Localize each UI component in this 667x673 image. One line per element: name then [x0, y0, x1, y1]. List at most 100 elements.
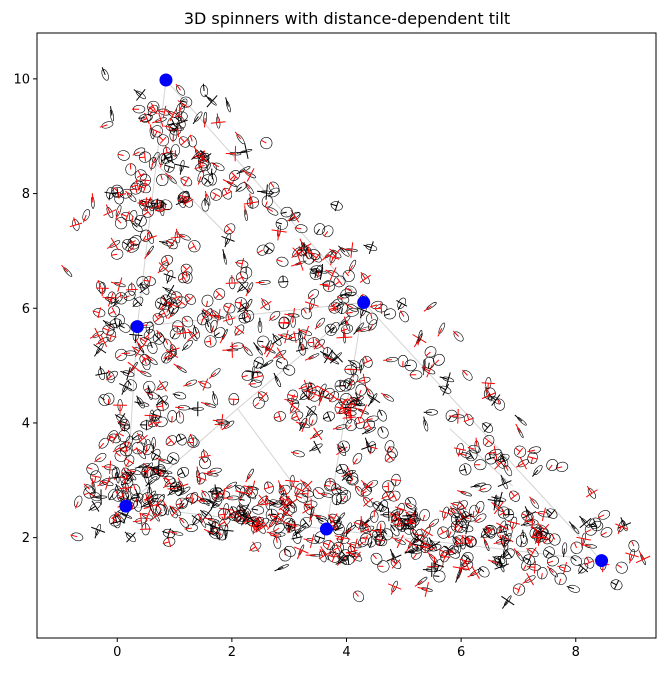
spinner-disc — [241, 309, 255, 323]
spinner-axis — [239, 498, 245, 501]
spinner — [446, 546, 459, 555]
spinner-crossbar — [396, 300, 408, 307]
spinner-axis — [145, 445, 148, 454]
spinner — [547, 555, 559, 567]
spinner-axis — [252, 521, 260, 527]
spinner-axis — [203, 517, 214, 521]
spinner-crossbar — [329, 392, 339, 401]
spinner-crossbar — [336, 446, 348, 456]
spinner-axis — [361, 429, 371, 435]
spinner-axis — [341, 398, 347, 404]
spinner-disc — [445, 409, 458, 422]
spinner-axis — [264, 248, 270, 254]
spinner — [497, 474, 512, 490]
spinner — [382, 480, 395, 493]
spinner-axis — [70, 534, 78, 538]
spinner-crossbar — [166, 528, 172, 539]
spinner — [546, 459, 559, 471]
network-edge — [237, 302, 365, 409]
spinner-crossbar — [386, 554, 402, 562]
spinner-axis — [212, 419, 222, 422]
spinner-crossbar — [497, 480, 512, 488]
spinner — [156, 173, 169, 186]
spinner-crossbar — [183, 176, 190, 187]
spinner — [464, 535, 477, 547]
spinner-disc — [246, 196, 260, 209]
spinner — [117, 430, 130, 443]
spinner-crossbar — [350, 242, 354, 258]
spinner-axis — [283, 367, 290, 371]
spinner-crossbar — [180, 138, 189, 146]
spinner-axis — [497, 398, 501, 405]
spinner-axis — [202, 448, 206, 457]
spinner — [312, 487, 325, 500]
spinner-crossbar — [94, 327, 102, 341]
spinner-crossbar — [139, 285, 150, 294]
spinner-crossbar — [225, 282, 239, 284]
spinner-axis — [357, 416, 361, 424]
spinner-axis — [303, 538, 313, 542]
spinner — [162, 284, 176, 298]
spinner-disc — [201, 174, 214, 187]
spinner-axis — [155, 399, 163, 406]
spinner — [133, 88, 146, 101]
spinner-axis — [171, 416, 173, 423]
spinner-axis — [331, 550, 337, 556]
spinner — [377, 560, 390, 573]
spinner-axis — [470, 484, 480, 488]
spinner-axis — [638, 550, 644, 560]
spinner-crossbar — [507, 520, 521, 525]
spinner — [543, 546, 555, 559]
spinner-axis — [370, 313, 373, 319]
spinner — [397, 355, 409, 368]
spinner-axis — [216, 113, 219, 123]
spinner — [245, 468, 254, 483]
spinner-crossbar — [187, 331, 200, 341]
spinner-axis — [138, 185, 146, 189]
spinner-crossbar — [195, 476, 207, 481]
spinner-axis — [278, 334, 287, 338]
spinner — [139, 174, 151, 187]
spinner-axis — [184, 195, 189, 203]
spinner-axis — [116, 467, 119, 478]
spinner — [532, 465, 543, 477]
spinner — [366, 312, 378, 325]
spinner — [308, 413, 318, 427]
spinner — [404, 538, 419, 552]
spinner — [439, 372, 455, 387]
spinner — [349, 392, 364, 407]
spinner — [309, 506, 315, 523]
spinner — [414, 576, 428, 587]
spinner-axis — [241, 344, 249, 352]
spinner-axis — [131, 346, 140, 352]
spinner-axis — [388, 495, 395, 500]
spinner-axis — [155, 421, 162, 424]
spinner — [260, 297, 272, 311]
spinner — [276, 256, 289, 267]
spinner — [446, 525, 456, 539]
spinner-crossbar — [234, 512, 244, 520]
spinner-axis — [254, 402, 260, 407]
spinner — [311, 514, 327, 520]
spinner — [219, 328, 228, 344]
spinner-crossbar — [212, 192, 221, 198]
spinner-disc — [337, 440, 350, 453]
spinner-axis — [511, 522, 515, 531]
spinner — [380, 507, 395, 522]
spinner-axis — [224, 530, 227, 540]
spinner-axis — [255, 362, 260, 369]
spinner-disc — [360, 533, 373, 546]
spinner-crossbar — [134, 345, 143, 358]
spinner-crossbar — [218, 529, 234, 532]
spinner-crossbar — [167, 347, 180, 353]
spinner — [204, 190, 211, 206]
spinner-crossbar — [162, 105, 167, 119]
spinner-axis — [118, 320, 121, 327]
spinner-axis — [261, 140, 267, 144]
spinner — [390, 524, 400, 537]
spinner — [496, 520, 509, 534]
spinner-crossbar — [148, 106, 158, 115]
spinner — [289, 401, 301, 414]
anchor-point — [130, 320, 144, 334]
